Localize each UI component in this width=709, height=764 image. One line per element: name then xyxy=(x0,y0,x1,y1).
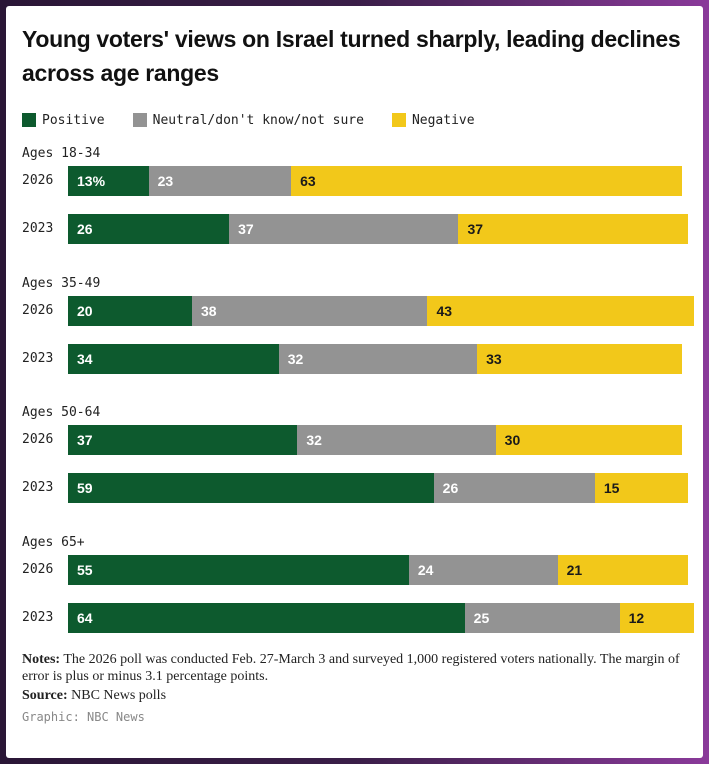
graphic-credit: Graphic: NBC News xyxy=(22,710,145,724)
year-label: 2023 xyxy=(22,609,54,625)
data-label: 12 xyxy=(628,609,645,626)
bar-segment-positive: 13% xyxy=(68,166,149,196)
bar-segment-neutral: 37 xyxy=(229,214,459,244)
bar-segment-neutral: 25 xyxy=(464,602,620,633)
data-label: 13% xyxy=(77,173,106,189)
bar-segment-positive: 34 xyxy=(68,343,279,374)
data-label: 59 xyxy=(77,480,93,496)
legend-item-positive: Positive xyxy=(22,113,105,128)
notes-label: Notes: xyxy=(22,652,61,667)
data-label: 30 xyxy=(504,432,521,448)
year-label: 2026 xyxy=(22,561,54,577)
bar-segment-negative: 63 xyxy=(291,166,682,196)
bar-segment-negative: 33 xyxy=(477,343,682,374)
bar-segment-positive: 59 xyxy=(68,473,434,503)
year-label: 2023 xyxy=(22,221,54,236)
legend-label-neutral: Neutral/don't know/not sure xyxy=(152,112,364,128)
bar-segment-negative: 30 xyxy=(495,425,682,455)
data-label: 55 xyxy=(77,561,93,578)
legend-label-negative: Negative xyxy=(411,112,475,128)
legend-item-neutral: Neutral/don't know/not sure xyxy=(132,112,364,128)
data-label: 37 xyxy=(77,432,93,448)
bar-segment-negative: 21 xyxy=(557,554,688,585)
year-label: 2023 xyxy=(22,480,54,495)
legend-item-negative: Negative xyxy=(391,112,475,128)
data-label: 26 xyxy=(442,480,459,496)
data-label: 25 xyxy=(473,609,490,626)
bar-segment-neutral: 26 xyxy=(433,473,595,503)
data-label: 34 xyxy=(77,350,93,367)
year-label: 2026 xyxy=(22,173,54,188)
bar-segment-neutral: 32 xyxy=(278,343,478,374)
data-label: 20 xyxy=(77,302,93,319)
data-label: 32 xyxy=(306,432,322,448)
year-label: 2026 xyxy=(22,302,54,318)
data-label: 33 xyxy=(486,350,502,367)
stacked-bar: 26 37 37 xyxy=(68,214,694,244)
bar-segment-negative: 15 xyxy=(594,473,688,503)
bar-segment-neutral: 23 xyxy=(148,166,292,196)
source-label: Source: xyxy=(22,688,68,703)
legend-swatch-neutral xyxy=(132,113,147,127)
stacked-bar: 64 25 12 xyxy=(68,602,694,633)
data-label: 64 xyxy=(77,609,93,626)
chart-title: Young voters' views on Israel turned sha… xyxy=(22,26,681,86)
bar-segment-negative: 37 xyxy=(458,214,688,244)
bar-segment-neutral: 24 xyxy=(408,554,558,585)
chart-card: Young voters' views on Israel turned sha… xyxy=(6,6,703,758)
data-label: 37 xyxy=(467,221,484,237)
bar-segment-neutral: 32 xyxy=(297,425,496,455)
stacked-bar: 13% 23 63 xyxy=(68,166,694,196)
stacked-bar: 20 38 43 xyxy=(68,295,694,326)
data-label: 43 xyxy=(436,302,453,319)
data-label: 24 xyxy=(417,561,434,578)
data-label: 23 xyxy=(157,173,174,189)
year-label: 2023 xyxy=(22,350,54,366)
bar-segment-negative: 12 xyxy=(619,602,694,633)
data-label: 26 xyxy=(77,221,93,237)
notes-text: The 2026 poll was conducted Feb. 27-Marc… xyxy=(22,652,680,684)
age-group-label: Ages 18-34 xyxy=(22,146,101,161)
data-label: 32 xyxy=(287,350,304,367)
year-label: 2026 xyxy=(22,432,54,447)
age-group-label: Ages 65+ xyxy=(22,534,85,550)
legend-swatch-positive xyxy=(22,113,36,127)
bar-segment-positive: 64 xyxy=(68,602,465,633)
data-label: 15 xyxy=(603,480,620,496)
age-group-label: Ages 50-64 xyxy=(22,405,101,420)
stacked-bar: 37 32 30 xyxy=(68,425,694,455)
age-group-label: Ages 35-49 xyxy=(22,275,101,291)
source: Source: NBC News polls xyxy=(22,688,166,704)
bar-segment-negative: 43 xyxy=(427,295,694,326)
stacked-bar: 34 32 33 xyxy=(68,343,694,374)
bar-segment-positive: 26 xyxy=(68,214,230,244)
stacked-bar: 59 26 15 xyxy=(68,473,694,503)
data-label: 21 xyxy=(566,561,583,578)
data-label: 37 xyxy=(238,221,254,237)
data-label: 38 xyxy=(200,302,217,319)
data-label: 63 xyxy=(300,173,316,189)
stacked-bar: 55 24 21 xyxy=(68,554,694,585)
legend-label-positive: Positive xyxy=(42,112,105,128)
bar-segment-positive: 20 xyxy=(68,295,192,326)
bar-segment-neutral: 38 xyxy=(191,295,428,326)
source-text: NBC News polls xyxy=(67,688,167,703)
notes: Notes: The 2026 poll was conducted Feb. … xyxy=(22,651,692,685)
legend-swatch-negative xyxy=(391,113,406,127)
bar-segment-positive: 55 xyxy=(68,554,409,585)
legend: Positive Neutral/don't know/not sure Neg… xyxy=(22,110,503,130)
bar-segment-positive: 37 xyxy=(68,425,298,455)
